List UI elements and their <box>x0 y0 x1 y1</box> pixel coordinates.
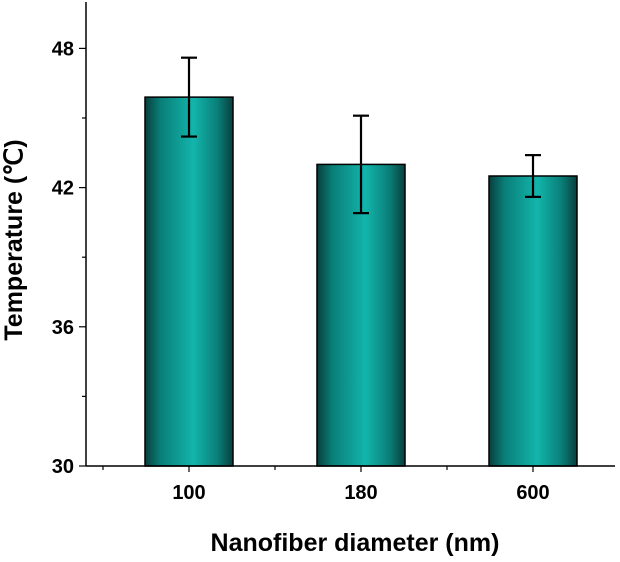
x-axis-title: Nanofiber diameter (nm) <box>211 529 500 557</box>
y-tick-label-36: 36 <box>52 317 74 339</box>
y-axis-title: Temperature (℃) <box>0 139 28 340</box>
bar-600 <box>488 175 578 467</box>
error-bar-600 <box>525 154 541 198</box>
bars-layer <box>144 56 578 467</box>
x-tick-label-600: 600 <box>516 482 549 504</box>
bar-180 <box>316 163 406 467</box>
error-bar-100 <box>181 56 197 138</box>
error-bar-180 <box>353 114 369 215</box>
y-tick-label-48: 48 <box>52 38 74 60</box>
x-tick-label-100: 100 <box>172 482 205 504</box>
y-tick-label-42: 42 <box>52 178 74 200</box>
x-tick-label-180: 180 <box>344 482 377 504</box>
bar-100 <box>144 96 234 467</box>
axes-layer: 100 180 600 30 36 42 48 <box>52 2 615 504</box>
y-tick-label-30: 30 <box>52 456 74 478</box>
